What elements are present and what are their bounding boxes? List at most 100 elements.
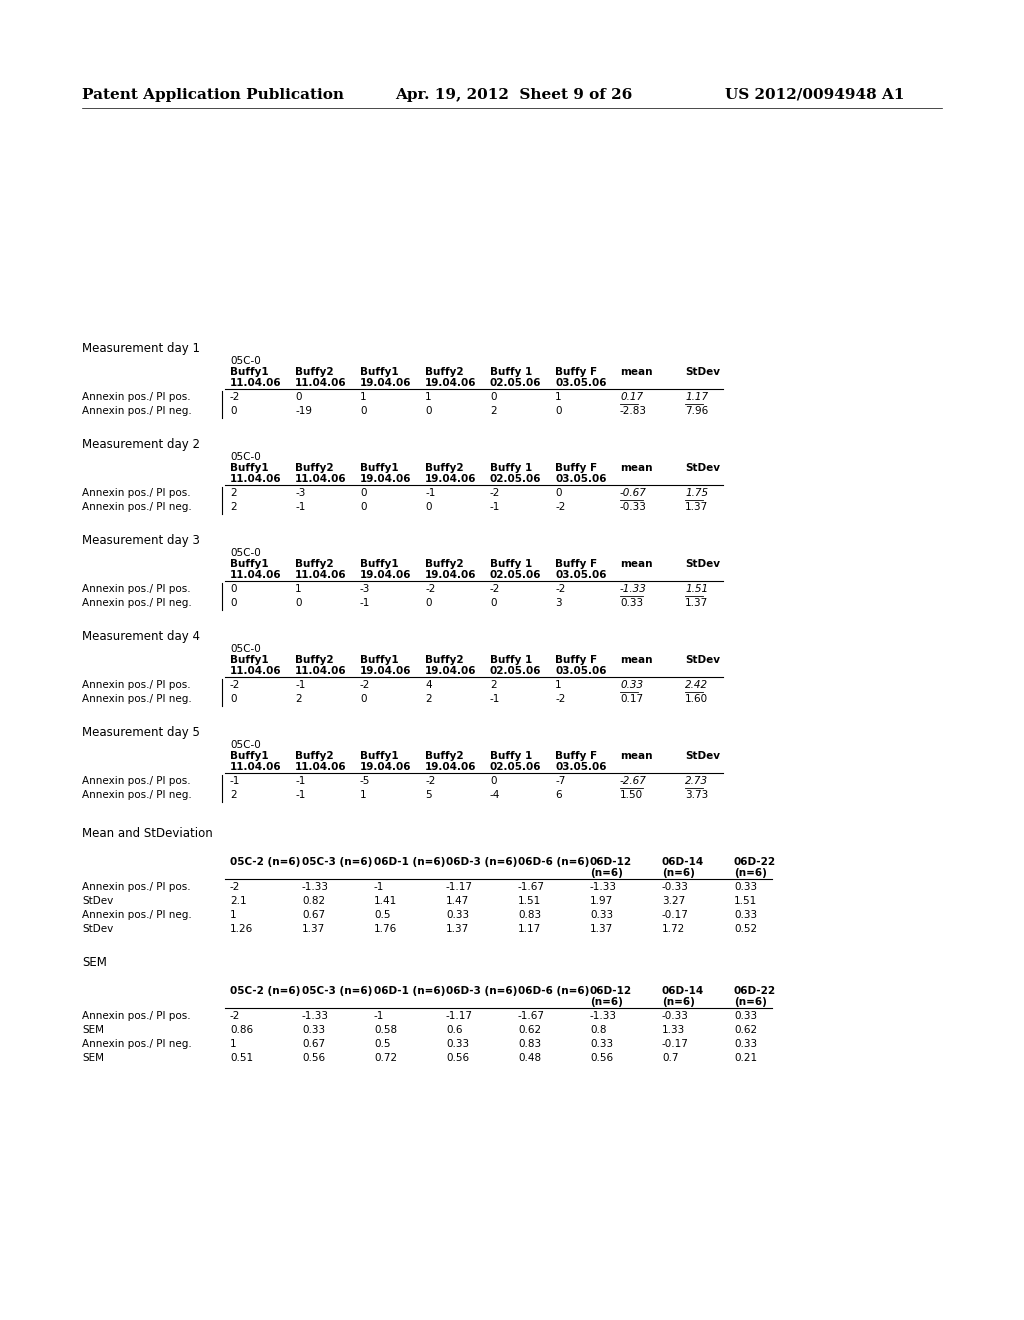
Text: -2: -2 <box>230 1011 241 1020</box>
Text: 0.33: 0.33 <box>620 598 643 609</box>
Text: 2.73: 2.73 <box>685 776 709 785</box>
Text: -1.33: -1.33 <box>620 583 647 594</box>
Text: mean: mean <box>620 751 652 762</box>
Text: 1: 1 <box>555 680 561 690</box>
Text: 0.5: 0.5 <box>374 1039 390 1049</box>
Text: 06D-12: 06D-12 <box>590 857 632 867</box>
Text: 0.62: 0.62 <box>518 1026 541 1035</box>
Text: 2.42: 2.42 <box>685 680 709 690</box>
Text: 0.21: 0.21 <box>734 1053 757 1063</box>
Text: 0: 0 <box>360 502 367 512</box>
Text: 03.05.06: 03.05.06 <box>555 474 606 484</box>
Text: 1.51: 1.51 <box>685 583 709 594</box>
Text: -2: -2 <box>230 392 241 403</box>
Text: -2: -2 <box>230 680 241 690</box>
Text: 1.51: 1.51 <box>518 896 542 906</box>
Text: Mean and StDeviation: Mean and StDeviation <box>82 828 213 840</box>
Text: StDev: StDev <box>685 655 720 665</box>
Text: 02.05.06: 02.05.06 <box>490 378 542 388</box>
Text: 0.62: 0.62 <box>734 1026 757 1035</box>
Text: 1: 1 <box>555 392 561 403</box>
Text: Buffy1: Buffy1 <box>230 655 268 665</box>
Text: 11.04.06: 11.04.06 <box>295 474 347 484</box>
Text: 06D-22: 06D-22 <box>734 986 776 997</box>
Text: 05C-0: 05C-0 <box>230 451 261 462</box>
Text: 2: 2 <box>230 789 237 800</box>
Text: -19: -19 <box>295 407 312 416</box>
Text: Annexin pos./ PI neg.: Annexin pos./ PI neg. <box>82 694 191 704</box>
Text: -0.33: -0.33 <box>662 882 689 892</box>
Text: 0: 0 <box>295 392 301 403</box>
Text: 0.33: 0.33 <box>734 882 757 892</box>
Text: 4: 4 <box>425 680 432 690</box>
Text: StDev: StDev <box>685 463 720 473</box>
Text: 06D-22: 06D-22 <box>734 857 776 867</box>
Text: 0: 0 <box>490 392 497 403</box>
Text: Measurement day 5: Measurement day 5 <box>82 726 200 739</box>
Text: 2: 2 <box>230 488 237 498</box>
Text: -1.33: -1.33 <box>590 1011 617 1020</box>
Text: 0: 0 <box>425 502 431 512</box>
Text: Measurement day 2: Measurement day 2 <box>82 438 200 451</box>
Text: -0.67: -0.67 <box>620 488 647 498</box>
Text: (n=6): (n=6) <box>734 869 767 878</box>
Text: 06D-14: 06D-14 <box>662 857 705 867</box>
Text: 0.6: 0.6 <box>446 1026 463 1035</box>
Text: 19.04.06: 19.04.06 <box>425 378 476 388</box>
Text: 0.72: 0.72 <box>374 1053 397 1063</box>
Text: 0.7: 0.7 <box>662 1053 679 1063</box>
Text: 03.05.06: 03.05.06 <box>555 762 606 772</box>
Text: 0.17: 0.17 <box>620 392 643 403</box>
Text: 19.04.06: 19.04.06 <box>425 762 476 772</box>
Text: 06D-6 (n=6): 06D-6 (n=6) <box>518 857 590 867</box>
Text: 2.1: 2.1 <box>230 896 247 906</box>
Text: 19.04.06: 19.04.06 <box>360 474 412 484</box>
Text: 06D-14: 06D-14 <box>662 986 705 997</box>
Text: 19.04.06: 19.04.06 <box>425 474 476 484</box>
Text: -1.33: -1.33 <box>302 1011 329 1020</box>
Text: 0: 0 <box>555 488 561 498</box>
Text: 0.82: 0.82 <box>302 896 326 906</box>
Text: 1.37: 1.37 <box>590 924 613 935</box>
Text: 0: 0 <box>230 694 237 704</box>
Text: 1.26: 1.26 <box>230 924 253 935</box>
Text: 1.37: 1.37 <box>446 924 469 935</box>
Text: 0.86: 0.86 <box>230 1026 253 1035</box>
Text: 11.04.06: 11.04.06 <box>230 378 282 388</box>
Text: -5: -5 <box>360 776 371 785</box>
Text: 0.56: 0.56 <box>590 1053 613 1063</box>
Text: 1.60: 1.60 <box>685 694 709 704</box>
Text: Buffy2: Buffy2 <box>425 463 464 473</box>
Text: Annexin pos./ PI neg.: Annexin pos./ PI neg. <box>82 407 191 416</box>
Text: mean: mean <box>620 655 652 665</box>
Text: Buffy1: Buffy1 <box>360 655 398 665</box>
Text: -1: -1 <box>295 776 305 785</box>
Text: 0.67: 0.67 <box>302 1039 326 1049</box>
Text: -3: -3 <box>295 488 305 498</box>
Text: -1: -1 <box>360 598 371 609</box>
Text: -1.17: -1.17 <box>446 882 473 892</box>
Text: 0.17: 0.17 <box>620 694 643 704</box>
Text: Buffy F: Buffy F <box>555 751 597 762</box>
Text: 11.04.06: 11.04.06 <box>295 570 347 579</box>
Text: Buffy1: Buffy1 <box>230 367 268 378</box>
Text: -1: -1 <box>490 694 501 704</box>
Text: -7: -7 <box>555 776 565 785</box>
Text: 0.33: 0.33 <box>446 1039 469 1049</box>
Text: Buffy1: Buffy1 <box>230 558 268 569</box>
Text: -1: -1 <box>490 502 501 512</box>
Text: 19.04.06: 19.04.06 <box>360 570 412 579</box>
Text: -1: -1 <box>425 488 435 498</box>
Text: 0: 0 <box>490 776 497 785</box>
Text: 1.72: 1.72 <box>662 924 685 935</box>
Text: Annexin pos./ PI pos.: Annexin pos./ PI pos. <box>82 1011 190 1020</box>
Text: mean: mean <box>620 463 652 473</box>
Text: 02.05.06: 02.05.06 <box>490 762 542 772</box>
Text: 05C-2 (n=6): 05C-2 (n=6) <box>230 986 300 997</box>
Text: -2: -2 <box>490 583 501 594</box>
Text: 0.51: 0.51 <box>230 1053 253 1063</box>
Text: Buffy 1: Buffy 1 <box>490 558 532 569</box>
Text: -2: -2 <box>555 502 565 512</box>
Text: 03.05.06: 03.05.06 <box>555 667 606 676</box>
Text: 0.33: 0.33 <box>590 909 613 920</box>
